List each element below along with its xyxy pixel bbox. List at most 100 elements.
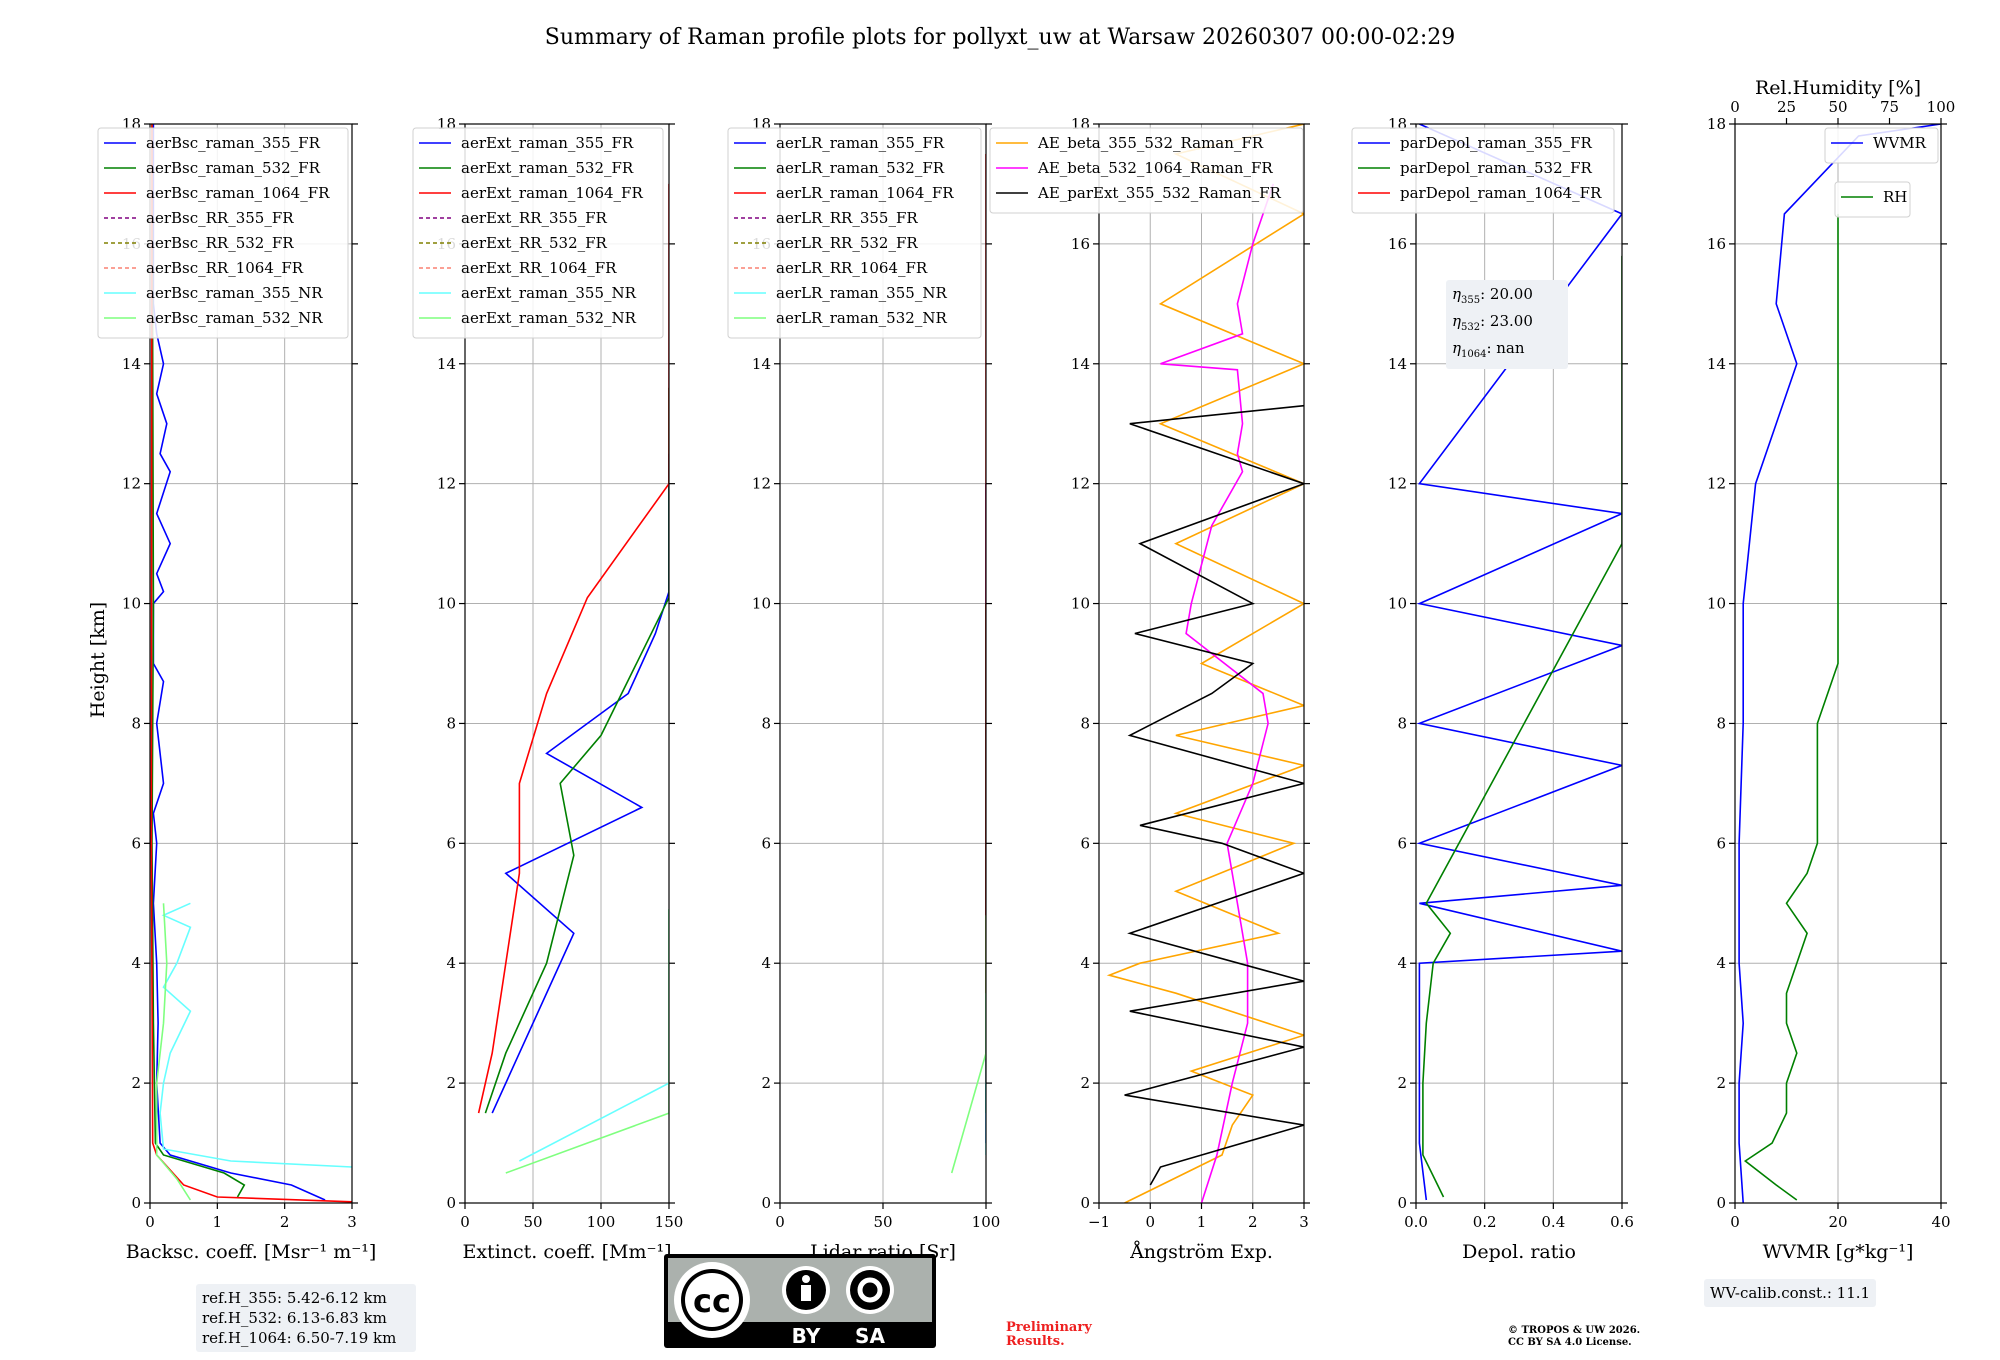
y-tick-label: 16 xyxy=(1707,235,1726,253)
reference-height-box: ref.H_355: 5.42-6.12 km ref.H_532: 6.13-… xyxy=(196,1284,416,1352)
top-tick-label: 0 xyxy=(1730,98,1740,116)
panel-bsc: 0246810121416180123Backsc. coeff. [Msr⁻¹… xyxy=(97,115,376,1263)
y-tick-label: 14 xyxy=(1707,355,1726,373)
series-line-AE_parExt_355_532_Raman_FR xyxy=(1124,404,1304,1186)
y-tick-label: 0 xyxy=(1716,1194,1726,1212)
series-line-parDepol_raman_355_FR xyxy=(1416,124,1622,1201)
y-tick-label: 8 xyxy=(1080,714,1090,732)
preliminary-label: Preliminary xyxy=(1006,1320,1092,1335)
copyright-line-2: CC BY SA 4.0 License. xyxy=(1508,1337,1632,1348)
legend-label: parDepol_raman_355_FR xyxy=(1400,134,1593,152)
top-tick-label: 100 xyxy=(1927,98,1956,116)
series-line-WVMR xyxy=(1738,124,1941,1203)
legend-frame xyxy=(97,127,349,339)
y-tick-label: 4 xyxy=(446,954,456,972)
y-tick-label: 0 xyxy=(1397,1194,1407,1212)
cc-circle-core xyxy=(685,1273,739,1327)
legend-label: aerExt_raman_1064_FR xyxy=(461,184,643,202)
series-line-aerBsc_raman_355_NR xyxy=(159,902,352,1168)
y-tick-label: 4 xyxy=(761,954,771,972)
x-tick-label: 40 xyxy=(1931,1213,1950,1231)
legend-label: aerLR_raman_532_NR xyxy=(776,309,947,327)
x-axis-label: Ångström Exp. xyxy=(1129,1241,1273,1263)
legend-label: aerLR_raman_532_FR xyxy=(776,159,945,177)
x-tick-label: 0.4 xyxy=(1541,1213,1565,1231)
series-group xyxy=(150,124,352,1203)
legend-frame xyxy=(727,127,982,339)
y-tick-label: 6 xyxy=(761,834,771,852)
series-group xyxy=(950,154,986,1174)
legend-label: aerBsc_raman_532_NR xyxy=(146,309,323,327)
y-tick-label: 0 xyxy=(446,1194,456,1212)
y-tick-label: 14 xyxy=(1388,355,1407,373)
legend-frame xyxy=(1824,127,1939,164)
x-tick-label: 150 xyxy=(655,1213,684,1231)
legend-label: aerExt_raman_355_NR xyxy=(461,284,637,302)
x-tick-label: 2 xyxy=(280,1213,290,1231)
x-tick-label: 0.0 xyxy=(1404,1213,1428,1231)
legend-label: aerExt_raman_532_FR xyxy=(461,159,634,177)
series-line-aerBsc_raman_532_FR xyxy=(151,124,246,1198)
y-tick-label: 6 xyxy=(446,834,456,852)
legend-label: aerBsc_raman_532_FR xyxy=(146,159,321,177)
legend-ae: AE_beta_355_532_Raman_FR AE_beta_532_1064… xyxy=(989,127,1304,214)
y-tick-label: 6 xyxy=(1397,834,1407,852)
x-tick-label: 100 xyxy=(972,1213,1001,1231)
legend-dep: parDepol_raman_355_FR parDepol_raman_532_… xyxy=(1351,127,1615,214)
figure-title: Summary of Raman profile plots for polly… xyxy=(545,25,1455,50)
y-tick-label: 4 xyxy=(1080,954,1090,972)
series-line-aerBsc_raman_355_FR xyxy=(152,124,326,1201)
legend-wvmr: WVMR xyxy=(1824,127,1939,164)
series-line-aerExt_raman_532_FR xyxy=(484,387,669,1114)
y-tick-label: 8 xyxy=(131,714,141,732)
y-tick-label: 6 xyxy=(1080,834,1090,852)
legend-rh: RH xyxy=(1834,181,1911,218)
legend-frame xyxy=(1834,181,1911,218)
legend-label: aerExt_raman_355_FR xyxy=(461,134,634,152)
sa-label: SA xyxy=(855,1324,885,1348)
eta-box: η355: 20.00 η532: 23.00 η1064: nan xyxy=(1446,280,1568,369)
y-tick-label: 2 xyxy=(446,1074,456,1092)
series-line-AE_beta_355_532_Raman_FR xyxy=(1106,124,1304,1203)
eta-1064: η1064: nan xyxy=(1452,339,1525,360)
y-tick-label: 12 xyxy=(1071,475,1090,493)
y-tick-label: 6 xyxy=(1716,834,1726,852)
x-tick-label: 2 xyxy=(1248,1213,1258,1231)
panel-ext: 024681012141618050100150Extinct. coeff. … xyxy=(412,115,684,1263)
legend-label: parDepol_raman_532_FR xyxy=(1400,159,1593,177)
y-tick-label: 12 xyxy=(122,475,141,493)
refh-532: ref.H_532: 6.13-6.83 km xyxy=(202,1309,387,1327)
cc-license-badge[interactable]: cc BY SA xyxy=(664,1254,936,1348)
series-line-aerExt_raman_355_FR xyxy=(491,453,669,1114)
y-tick-label: 14 xyxy=(437,355,456,373)
y-tick-label: 12 xyxy=(437,475,456,493)
y-tick-label: 12 xyxy=(1388,475,1407,493)
x-tick-label: 0.2 xyxy=(1473,1213,1497,1231)
legend-label: aerExt_RR_1064_FR xyxy=(461,259,617,277)
top-axis-label: Rel.Humidity [%] xyxy=(1755,77,1921,99)
legend-label: aerExt_RR_355_FR xyxy=(461,209,608,227)
y-tick-label: 10 xyxy=(122,595,141,613)
series-group xyxy=(1416,124,1622,1201)
x-tick-label: 0 xyxy=(775,1213,785,1231)
legend-frame xyxy=(989,127,1304,214)
legend-label: aerExt_raman_532_NR xyxy=(461,309,637,327)
legend-label: aerExt_RR_532_FR xyxy=(461,234,608,252)
x-axis-label: Extinct. coeff. [Mm⁻¹] xyxy=(462,1241,671,1263)
y-tick-label: 2 xyxy=(1397,1074,1407,1092)
x-tick-label: 100 xyxy=(587,1213,616,1231)
by-icon-body xyxy=(801,1285,811,1301)
eta-532: η532: 23.00 xyxy=(1452,312,1533,333)
legend-label: aerLR_raman_1064_FR xyxy=(776,184,954,202)
top-tick-label: 75 xyxy=(1880,98,1899,116)
series-line-aerLR_raman_532_NR xyxy=(950,915,986,1174)
series-group xyxy=(477,183,669,1174)
sa-icon-arrow xyxy=(857,1277,883,1303)
legend-label: aerLR_RR_355_FR xyxy=(776,209,918,227)
refh-355: ref.H_355: 5.42-6.12 km xyxy=(202,1289,387,1307)
y-tick-label: 0 xyxy=(761,1194,771,1212)
cc-logo-text: cc xyxy=(693,1282,731,1320)
y-tick-label: 8 xyxy=(446,714,456,732)
by-icon-head xyxy=(802,1275,810,1283)
